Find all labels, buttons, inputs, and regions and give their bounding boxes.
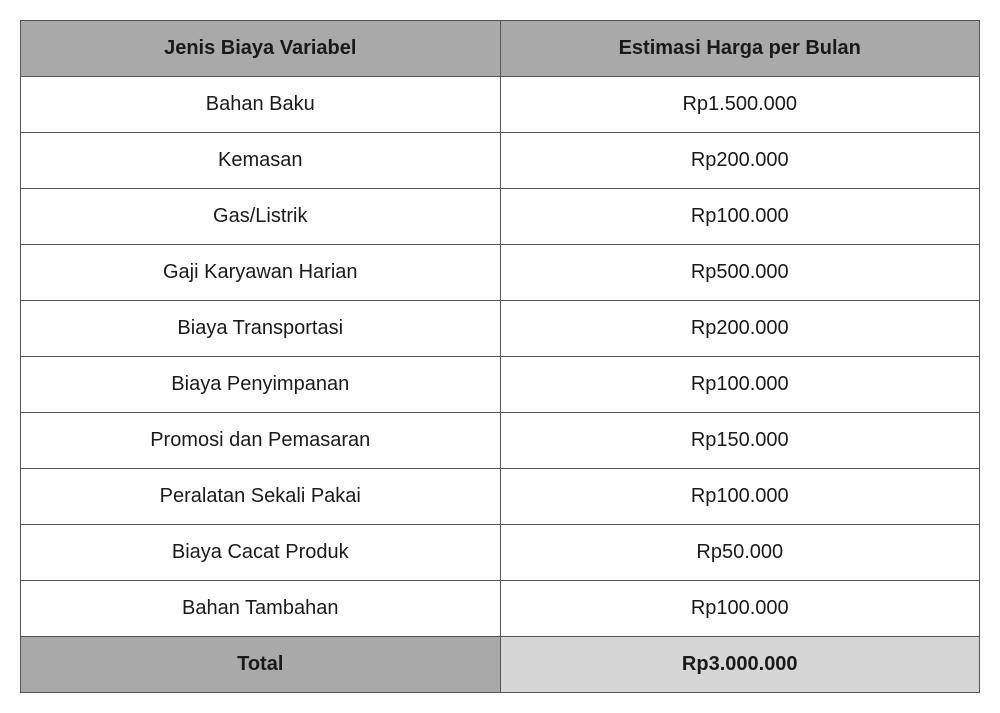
- cell-jenis: Gas/Listrik: [21, 189, 501, 245]
- cell-harga: Rp100.000: [500, 357, 980, 413]
- cell-harga: Rp50.000: [500, 525, 980, 581]
- col-header-jenis: Jenis Biaya Variabel: [21, 21, 501, 77]
- table-row: Biaya Penyimpanan Rp100.000: [21, 357, 980, 413]
- cell-jenis: Biaya Cacat Produk: [21, 525, 501, 581]
- table-row: Biaya Cacat Produk Rp50.000: [21, 525, 980, 581]
- table-row: Promosi dan Pemasaran Rp150.000: [21, 413, 980, 469]
- col-header-harga: Estimasi Harga per Bulan: [500, 21, 980, 77]
- table-row: Bahan Tambahan Rp100.000: [21, 581, 980, 637]
- table-row: Bahan Baku Rp1.500.000: [21, 77, 980, 133]
- total-value: Rp3.000.000: [500, 637, 980, 693]
- cost-table: Jenis Biaya Variabel Estimasi Harga per …: [20, 20, 980, 693]
- table-total-row: Total Rp3.000.000: [21, 637, 980, 693]
- cell-harga: Rp200.000: [500, 133, 980, 189]
- cell-jenis: Biaya Penyimpanan: [21, 357, 501, 413]
- cell-jenis: Gaji Karyawan Harian: [21, 245, 501, 301]
- table-row: Peralatan Sekali Pakai Rp100.000: [21, 469, 980, 525]
- table-header-row: Jenis Biaya Variabel Estimasi Harga per …: [21, 21, 980, 77]
- cell-jenis: Kemasan: [21, 133, 501, 189]
- cell-harga: Rp100.000: [500, 581, 980, 637]
- cell-jenis: Biaya Transportasi: [21, 301, 501, 357]
- cell-jenis: Bahan Tambahan: [21, 581, 501, 637]
- total-label: Total: [21, 637, 501, 693]
- cell-harga: Rp100.000: [500, 189, 980, 245]
- cell-jenis: Promosi dan Pemasaran: [21, 413, 501, 469]
- cell-jenis: Peralatan Sekali Pakai: [21, 469, 501, 525]
- cell-harga: Rp1.500.000: [500, 77, 980, 133]
- cell-jenis: Bahan Baku: [21, 77, 501, 133]
- table-row: Biaya Transportasi Rp200.000: [21, 301, 980, 357]
- table-row: Kemasan Rp200.000: [21, 133, 980, 189]
- table-row: Gaji Karyawan Harian Rp500.000: [21, 245, 980, 301]
- cell-harga: Rp500.000: [500, 245, 980, 301]
- table-row: Gas/Listrik Rp100.000: [21, 189, 980, 245]
- cell-harga: Rp100.000: [500, 469, 980, 525]
- cell-harga: Rp150.000: [500, 413, 980, 469]
- cell-harga: Rp200.000: [500, 301, 980, 357]
